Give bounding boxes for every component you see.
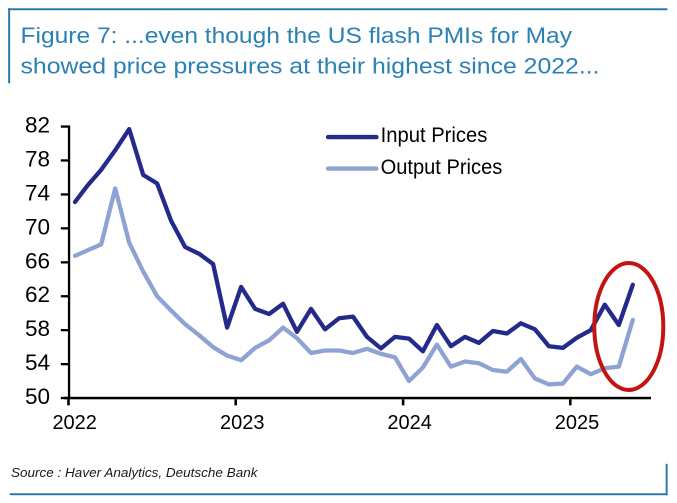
svg-text:2022: 2022 [52, 412, 97, 434]
svg-text:showed price pressures at thei: showed price pressures at their highest … [21, 54, 600, 79]
svg-text:78: 78 [25, 146, 50, 171]
svg-text:Output Prices: Output Prices [381, 156, 503, 179]
svg-text:2024: 2024 [387, 412, 432, 434]
svg-text:82: 82 [25, 113, 50, 138]
svg-text:58: 58 [25, 316, 50, 341]
svg-text:66: 66 [25, 248, 50, 273]
svg-text:Source : Haver Analytics, Deut: Source : Haver Analytics, Deutsche Bank [11, 465, 259, 480]
svg-text:70: 70 [25, 214, 50, 239]
svg-text:2023: 2023 [220, 412, 265, 434]
svg-text:50: 50 [25, 384, 50, 409]
svg-text:54: 54 [25, 350, 50, 375]
svg-text:62: 62 [25, 282, 50, 307]
svg-text:2025: 2025 [555, 412, 600, 434]
svg-text:Figure 7: ...even though the U: Figure 7: ...even though the US flash PM… [21, 23, 573, 48]
svg-text:74: 74 [25, 180, 50, 205]
svg-text:Input Prices: Input Prices [381, 124, 488, 147]
